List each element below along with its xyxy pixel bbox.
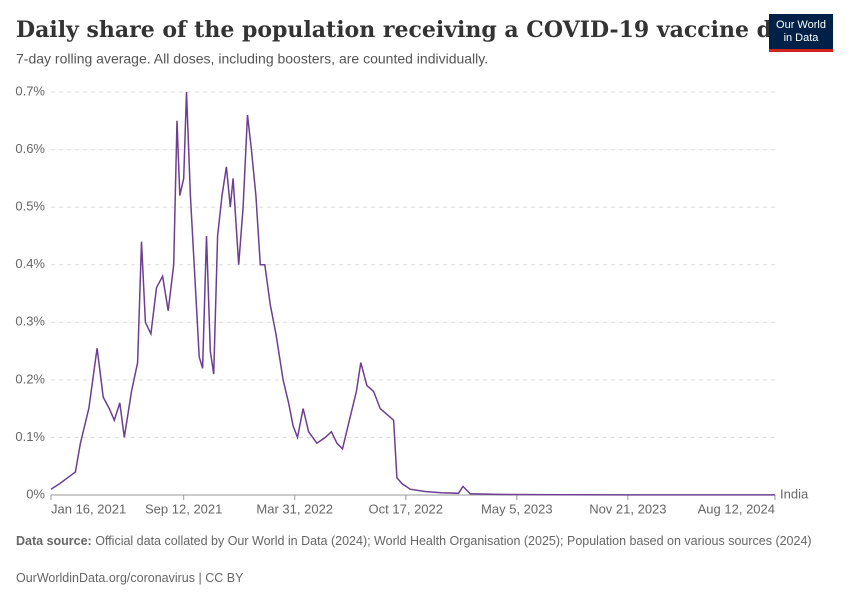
source: Data source: Official data collated by O… bbox=[16, 533, 816, 549]
chart-title: Daily share of the population receiving … bbox=[16, 17, 813, 43]
y-tick-label: 0.3% bbox=[15, 314, 45, 329]
x-tick-label: Nov 21, 2023 bbox=[589, 501, 666, 516]
x-tick-label: May 5, 2023 bbox=[481, 501, 553, 516]
footer-link[interactable]: OurWorldinData.org/coronavirus | CC BY bbox=[16, 571, 244, 585]
source-text: Official data collated by Our World in D… bbox=[95, 534, 812, 548]
series-label: India bbox=[780, 486, 809, 501]
y-tick-label: 0% bbox=[26, 486, 45, 501]
y-tick-label: 0.4% bbox=[15, 256, 45, 271]
logo-text: Our World bbox=[776, 19, 826, 31]
y-tick-label: 0.7% bbox=[15, 83, 45, 98]
x-tick-label: Mar 31, 2022 bbox=[256, 501, 333, 516]
line bbox=[50, 91, 775, 496]
source-label: Data source: bbox=[16, 534, 92, 548]
logo-text: in Data bbox=[783, 32, 819, 44]
x-tick-label: Aug 12, 2024 bbox=[698, 501, 775, 516]
x-tick-label: Jan 16, 2021 bbox=[51, 501, 126, 516]
y-tick-label: 0.5% bbox=[15, 199, 45, 214]
chart-subtitle: 7-day rolling average. All doses, includ… bbox=[16, 51, 488, 67]
y-tick-label: 0.2% bbox=[15, 371, 45, 386]
x-tick-label: Oct 17, 2022 bbox=[369, 501, 443, 516]
x-tick-label: Sep 12, 2021 bbox=[145, 501, 222, 516]
logo[interactable]: Our World in Data bbox=[769, 14, 833, 52]
y-tick-label: 0.6% bbox=[15, 141, 45, 156]
y-tick-label: 0.1% bbox=[15, 429, 45, 444]
chart: Daily share of the population receiving … bbox=[15, 17, 813, 516]
